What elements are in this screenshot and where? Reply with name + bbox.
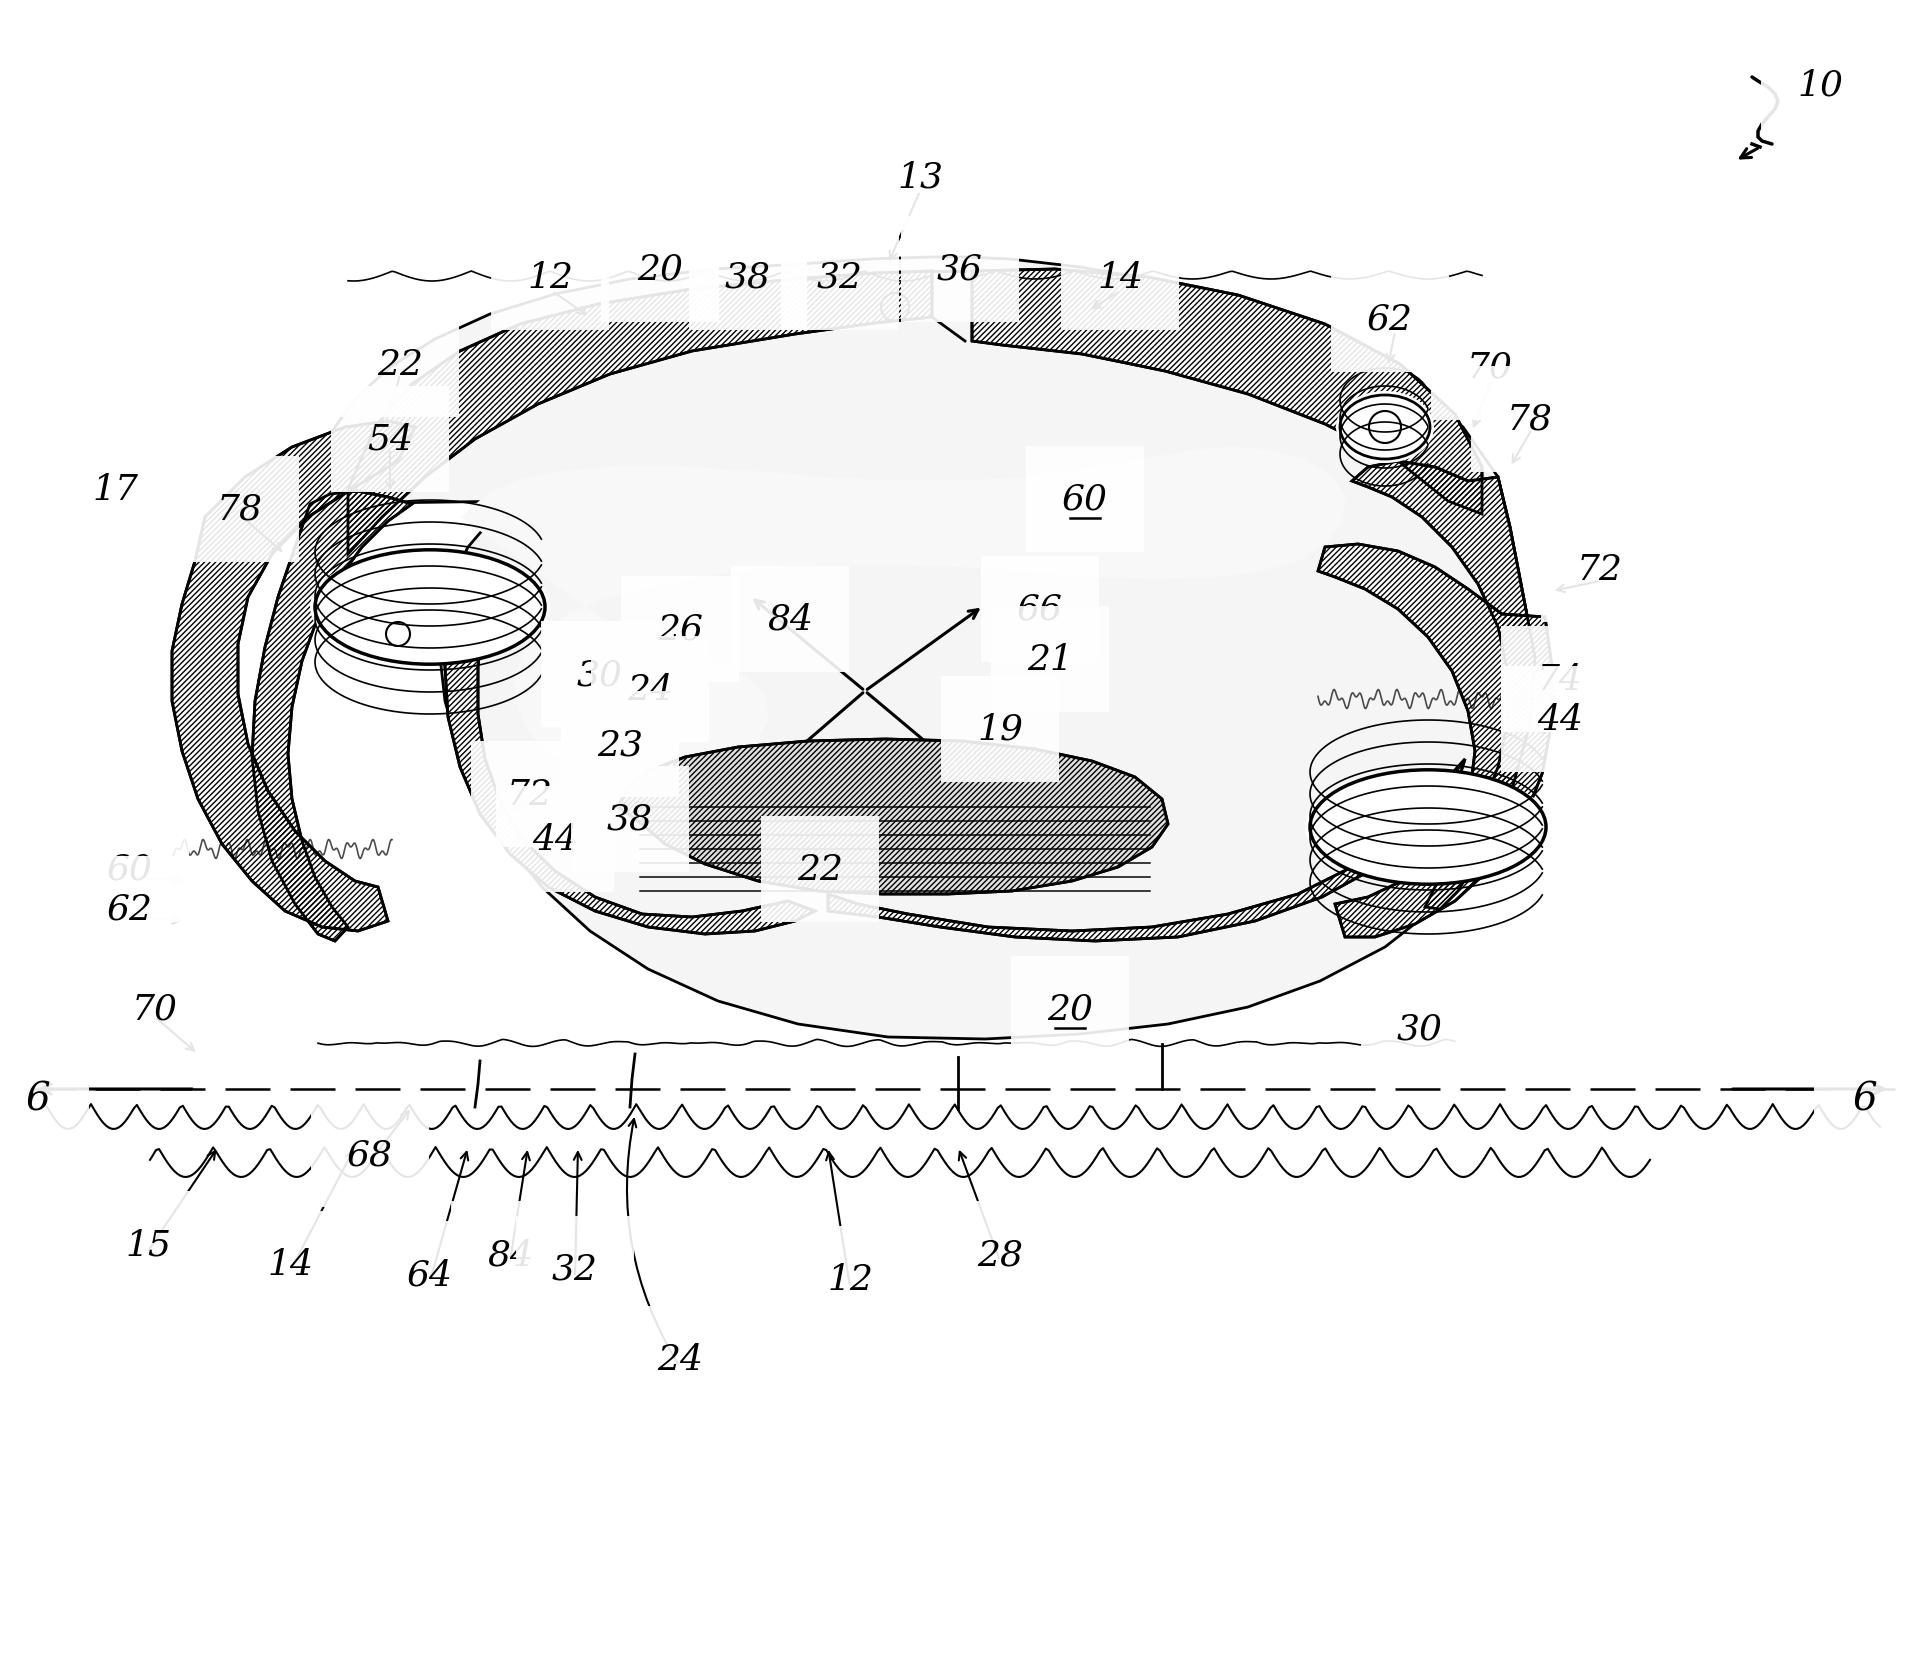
Text: 84: 84 bbox=[766, 602, 812, 637]
Text: 30: 30 bbox=[578, 657, 624, 691]
Text: 19: 19 bbox=[978, 713, 1022, 746]
Text: 23: 23 bbox=[597, 728, 643, 761]
Text: 10: 10 bbox=[1798, 69, 1842, 102]
Text: 44: 44 bbox=[531, 823, 578, 857]
Text: 36: 36 bbox=[937, 253, 984, 286]
Ellipse shape bbox=[1305, 771, 1552, 885]
Text: 74: 74 bbox=[1536, 663, 1582, 696]
Text: 28: 28 bbox=[978, 1238, 1022, 1271]
Polygon shape bbox=[252, 492, 412, 942]
Polygon shape bbox=[462, 448, 1346, 781]
Text: 60: 60 bbox=[1063, 483, 1109, 517]
Text: 44: 44 bbox=[1536, 703, 1582, 736]
Polygon shape bbox=[348, 271, 932, 555]
Text: 32: 32 bbox=[552, 1253, 599, 1287]
Text: 15: 15 bbox=[125, 1228, 171, 1261]
Text: 24: 24 bbox=[656, 1342, 703, 1377]
Text: 22: 22 bbox=[797, 853, 843, 887]
Text: 14: 14 bbox=[1097, 261, 1143, 294]
Text: 13: 13 bbox=[897, 161, 943, 194]
Polygon shape bbox=[828, 760, 1465, 942]
Text: 21: 21 bbox=[1028, 642, 1072, 676]
Text: 6: 6 bbox=[1852, 1081, 1877, 1118]
Text: 70: 70 bbox=[1467, 351, 1513, 385]
Text: 68: 68 bbox=[346, 1138, 393, 1171]
Polygon shape bbox=[310, 258, 1534, 1039]
Text: 84: 84 bbox=[487, 1238, 533, 1271]
Text: 20: 20 bbox=[637, 253, 683, 286]
Text: 26: 26 bbox=[656, 612, 703, 646]
Polygon shape bbox=[972, 269, 1482, 515]
Ellipse shape bbox=[1336, 391, 1434, 463]
Text: 62: 62 bbox=[108, 892, 152, 927]
Text: 70: 70 bbox=[133, 992, 177, 1027]
Text: 60: 60 bbox=[108, 853, 152, 887]
Text: 66: 66 bbox=[1016, 592, 1063, 627]
Text: 72: 72 bbox=[506, 778, 552, 811]
Text: 20: 20 bbox=[1047, 992, 1093, 1027]
Text: 14: 14 bbox=[268, 1248, 314, 1282]
Text: 17: 17 bbox=[92, 473, 139, 507]
Text: 38: 38 bbox=[726, 261, 772, 294]
Text: 38: 38 bbox=[606, 803, 653, 836]
Text: 24: 24 bbox=[628, 673, 674, 706]
Polygon shape bbox=[443, 622, 814, 935]
Polygon shape bbox=[618, 739, 1168, 895]
Polygon shape bbox=[171, 422, 416, 932]
Text: 22: 22 bbox=[377, 348, 424, 381]
Text: 78: 78 bbox=[218, 494, 264, 527]
Text: 62: 62 bbox=[1367, 303, 1413, 336]
Text: 30: 30 bbox=[1398, 1012, 1444, 1046]
Ellipse shape bbox=[310, 550, 551, 664]
Polygon shape bbox=[1319, 545, 1552, 937]
Text: 32: 32 bbox=[816, 261, 862, 294]
Text: 78: 78 bbox=[1507, 403, 1553, 437]
Text: 54: 54 bbox=[368, 423, 414, 457]
Text: 64: 64 bbox=[406, 1256, 452, 1292]
Text: 6: 6 bbox=[25, 1081, 50, 1118]
Text: 12: 12 bbox=[828, 1261, 874, 1297]
Polygon shape bbox=[1351, 462, 1534, 910]
Text: 72: 72 bbox=[1577, 552, 1623, 587]
Text: 12: 12 bbox=[527, 261, 574, 294]
